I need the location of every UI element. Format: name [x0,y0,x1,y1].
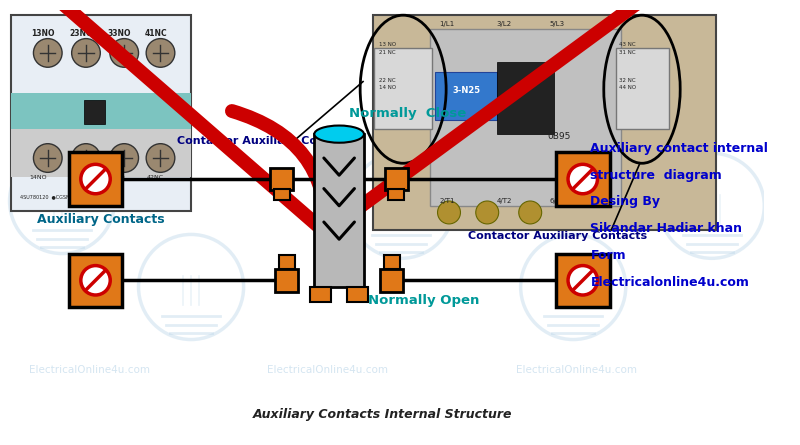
Text: 13 NO: 13 NO [379,42,396,47]
Text: 21 NC: 21 NC [379,50,396,55]
Bar [373,15,717,230]
Circle shape [518,201,542,224]
Text: 23NO: 23NO [70,29,93,38]
Bar [385,168,408,190]
Text: Auxiliary Contacts: Auxiliary Contacts [38,213,165,226]
Text: 41NC: 41NC [145,29,167,38]
Bar [616,48,669,129]
Text: 5/L3: 5/L3 [550,21,565,27]
Circle shape [568,266,598,295]
Text: Contactor Auxiliary Contacts: Contactor Auxiliary Contacts [468,231,647,241]
Text: ElectricalOnline4u.com: ElectricalOnline4u.com [29,365,150,375]
Circle shape [476,201,498,224]
Bar [69,152,122,206]
Text: structure  diagram: structure diagram [590,169,722,182]
Text: 42NC: 42NC [146,175,163,180]
Circle shape [110,144,138,172]
Text: Auxiliary contact internal: Auxiliary contact internal [590,142,768,155]
Ellipse shape [314,125,364,143]
Text: 32 NC: 32 NC [619,77,636,83]
Text: Form: Form [590,249,626,262]
Circle shape [110,39,138,67]
Bar [389,189,405,200]
Circle shape [72,144,100,172]
Text: 34NO: 34NO [108,175,126,180]
Circle shape [146,39,175,67]
Bar [11,15,191,210]
Bar [310,287,331,302]
Text: 4SU780120  ●CGSN: 4SU780120 ●CGSN [20,194,70,199]
Text: ElectricalOnline4u.com: ElectricalOnline4u.com [516,365,637,375]
Circle shape [34,144,62,172]
Text: 44 NO: 44 NO [619,85,636,90]
Bar [275,269,298,292]
Text: 6/T3: 6/T3 [550,198,565,204]
Bar [430,29,621,206]
Text: 31 NC: 31 NC [619,50,636,55]
Bar [380,269,403,292]
Bar [270,168,294,190]
Bar [556,254,610,307]
Text: 14NO: 14NO [30,175,47,180]
Bar [346,287,368,302]
Text: 33NO: 33NO [108,29,131,38]
Bar [314,134,364,287]
Bar [374,48,432,129]
Bar [556,152,610,206]
Text: Sikandar Hadiar khan: Sikandar Hadiar khan [590,222,742,235]
Bar [278,255,294,269]
Bar [11,129,191,177]
Text: 13NO: 13NO [31,29,54,38]
FancyArrowPatch shape [0,0,800,232]
Text: Desing By: Desing By [590,195,660,208]
Text: Normally Open: Normally Open [368,294,479,307]
Circle shape [568,164,598,194]
Text: 2/T1: 2/T1 [439,198,455,204]
Text: 24NO: 24NO [70,175,87,180]
Circle shape [81,164,110,194]
Text: Auxiliary Contacts Internal Structure: Auxiliary Contacts Internal Structure [252,408,512,421]
Text: Electricalonline4u.com: Electricalonline4u.com [590,276,750,289]
Bar [69,254,122,307]
Text: 14 NO: 14 NO [379,85,396,90]
Circle shape [438,201,461,224]
Text: ElectricalOnline4u.com: ElectricalOnline4u.com [267,365,389,375]
Text: Contactor Auxiliary Contacts: Contactor Auxiliary Contacts [177,136,356,146]
Circle shape [72,39,100,67]
Circle shape [81,266,110,295]
Text: 3-N25: 3-N25 [452,86,480,95]
Bar [274,189,290,200]
Bar [384,255,400,269]
Bar [11,93,191,129]
Text: 22 NC: 22 NC [379,77,396,83]
Text: 1/L1: 1/L1 [439,21,454,27]
Circle shape [34,39,62,67]
Circle shape [146,144,175,172]
Text: Normally  Close: Normally Close [349,107,466,120]
Text: 3/L2: 3/L2 [497,21,512,27]
Text: 4/T2: 4/T2 [497,198,512,204]
Bar [84,100,105,124]
Bar [497,62,554,134]
Text: 0B95: 0B95 [547,132,570,141]
Bar [434,72,497,120]
Text: 43 NC: 43 NC [619,42,636,47]
